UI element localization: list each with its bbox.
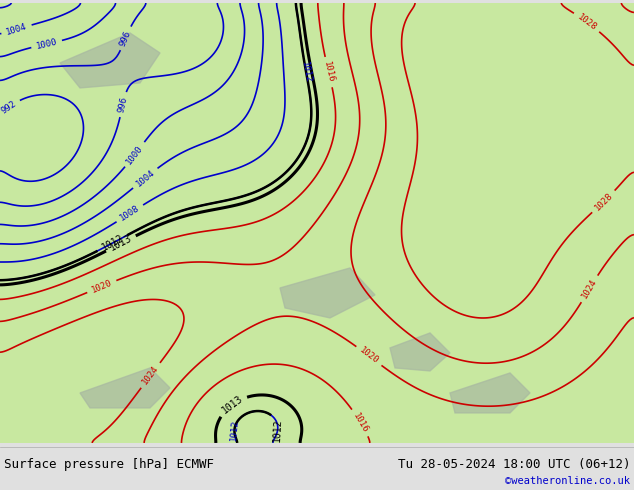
Text: Surface pressure [hPa] ECMWF: Surface pressure [hPa] ECMWF xyxy=(4,458,214,471)
Polygon shape xyxy=(60,33,160,88)
Text: 1012: 1012 xyxy=(100,233,125,253)
Text: 1024: 1024 xyxy=(580,277,599,300)
Text: 1020: 1020 xyxy=(90,278,113,295)
Text: 1012: 1012 xyxy=(229,418,240,441)
Text: Tu 28-05-2024 18:00 UTC (06+12): Tu 28-05-2024 18:00 UTC (06+12) xyxy=(398,458,630,471)
Text: 1024: 1024 xyxy=(141,364,160,387)
Text: 1028: 1028 xyxy=(593,191,614,212)
Text: 1004: 1004 xyxy=(134,168,157,188)
Polygon shape xyxy=(450,373,530,413)
Text: 1016: 1016 xyxy=(351,411,370,434)
Text: 1008: 1008 xyxy=(119,204,141,223)
Text: 1013: 1013 xyxy=(108,234,134,253)
Text: 1000: 1000 xyxy=(125,143,145,166)
Text: 1013: 1013 xyxy=(220,393,245,416)
Text: 1004: 1004 xyxy=(5,22,28,37)
Text: 1016: 1016 xyxy=(322,61,335,84)
Text: 1012: 1012 xyxy=(272,417,283,441)
Text: 1020: 1020 xyxy=(358,346,380,366)
Text: 1012: 1012 xyxy=(300,61,313,83)
Polygon shape xyxy=(80,368,170,408)
Text: 996: 996 xyxy=(118,29,133,48)
Text: ©weatheronline.co.uk: ©weatheronline.co.uk xyxy=(505,476,630,486)
Text: 996: 996 xyxy=(117,96,129,113)
Polygon shape xyxy=(280,268,375,318)
Text: 1028: 1028 xyxy=(576,12,598,32)
Text: 992: 992 xyxy=(0,99,18,116)
Polygon shape xyxy=(390,333,450,371)
Text: 1000: 1000 xyxy=(35,37,58,51)
